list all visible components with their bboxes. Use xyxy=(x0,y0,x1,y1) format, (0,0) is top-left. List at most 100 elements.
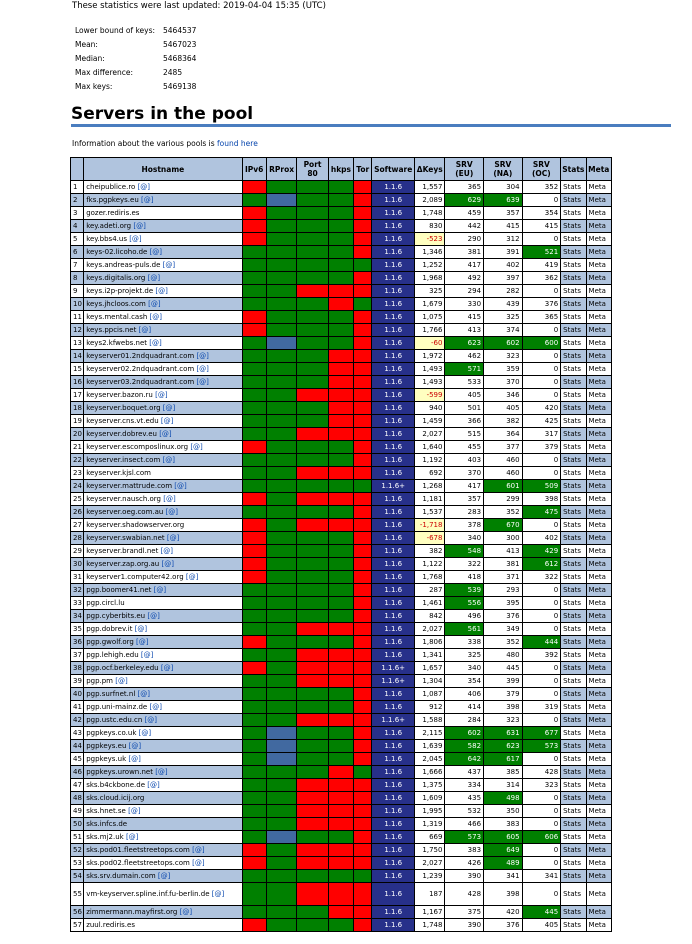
hostname-link[interactable]: keyserver.insect.com xyxy=(86,455,161,464)
stats-link[interactable]: Stats xyxy=(560,817,587,831)
hostname-link[interactable]: key.bbs4.us xyxy=(86,234,127,243)
hostname-link[interactable]: pgp.lehigh.edu xyxy=(86,650,139,659)
stats-link[interactable]: Stats xyxy=(560,310,587,324)
stats-link[interactable]: Stats xyxy=(560,206,587,220)
meta-link[interactable]: Meta xyxy=(585,401,613,415)
hostname-link[interactable]: sks.infcs.de xyxy=(86,819,128,828)
hostname-link[interactable]: pgpkeys.uk xyxy=(86,754,127,763)
stats-link[interactable]: Stats xyxy=(560,609,587,623)
stats-link[interactable]: Stats xyxy=(560,804,587,818)
hostname-link[interactable]: pgp.gwolf.org xyxy=(86,637,134,646)
meta-link[interactable]: Meta xyxy=(585,518,613,532)
meta-link[interactable]: Meta xyxy=(585,622,613,636)
hostname-link[interactable]: keyserver.escomposlinux.org xyxy=(86,442,189,451)
meta-link[interactable]: Meta xyxy=(585,232,613,246)
server-info-link[interactable]: [@] xyxy=(165,507,179,516)
meta-link[interactable]: Meta xyxy=(585,778,613,792)
server-info-link[interactable]: [@] xyxy=(149,702,162,711)
hostname-link[interactable]: keyserver.mattrude.com xyxy=(86,481,173,490)
hostname-link[interactable]: gozer.rediris.es xyxy=(86,208,140,217)
stats-link[interactable]: Stats xyxy=(560,193,587,207)
meta-link[interactable]: Meta xyxy=(585,687,613,701)
hostname-link[interactable]: cheipublice.ro xyxy=(86,182,136,191)
hostname-link[interactable]: sks.pod01.fleetstreetops.com xyxy=(86,845,190,854)
server-info-link[interactable]: [@] xyxy=(161,559,174,568)
server-info-link[interactable]: [@] xyxy=(159,429,172,438)
meta-link[interactable]: Meta xyxy=(585,648,613,662)
meta-link[interactable]: Meta xyxy=(585,635,613,649)
hostname-link[interactable]: keyserver.zap.org.au xyxy=(86,559,160,568)
stats-link[interactable]: Stats xyxy=(560,466,587,480)
server-info-link[interactable]: [@] xyxy=(147,780,160,789)
meta-link[interactable]: Meta xyxy=(585,596,613,610)
hostname-link[interactable]: sks.pod02.fleetstreetops.com xyxy=(86,858,190,867)
server-info-link[interactable]: [@] xyxy=(196,377,209,386)
hostname-link[interactable]: pgp.surfnet.nl xyxy=(86,689,136,698)
hostname-link[interactable]: vm-keyserver.spline.inf.fu-berlin.de xyxy=(86,889,210,898)
server-info-link[interactable]: [@] xyxy=(160,416,174,425)
server-info-link[interactable]: [@] xyxy=(153,585,167,594)
hostname-link[interactable]: key.adeti.org xyxy=(86,221,132,230)
stats-link[interactable]: Stats xyxy=(560,778,587,792)
hostname-link[interactable]: keys.digitalis.org xyxy=(86,273,146,282)
stats-link[interactable]: Stats xyxy=(560,726,587,740)
hostname-link[interactable]: sks.srv.dumain.com xyxy=(86,871,156,880)
server-info-link[interactable]: [@] xyxy=(162,260,176,269)
server-info-link[interactable]: [@] xyxy=(128,806,141,815)
hostname-link[interactable]: keyserver.oeg.com.au xyxy=(86,507,164,516)
hostname-link[interactable]: pgpkeys.co.uk xyxy=(86,728,137,737)
stats-link[interactable]: Stats xyxy=(560,622,587,636)
server-info-link[interactable]: [@] xyxy=(196,364,209,373)
meta-link[interactable]: Meta xyxy=(585,882,613,906)
meta-link[interactable]: Meta xyxy=(585,466,613,480)
server-info-link[interactable]: [@] xyxy=(138,728,152,737)
hostname-link[interactable]: keys.i2p-projekt.de xyxy=(86,286,154,295)
meta-link[interactable]: Meta xyxy=(585,609,613,623)
server-info-link[interactable]: [@] xyxy=(162,455,175,464)
hostname-link[interactable]: sks.b4ckbone.de xyxy=(86,780,146,789)
hostname-link[interactable]: pgp.ocf.berkeley.edu xyxy=(86,663,159,672)
meta-link[interactable]: Meta xyxy=(585,791,613,805)
meta-link[interactable]: Meta xyxy=(585,804,613,818)
hostname-link[interactable]: keyserver03.2ndquadrant.com xyxy=(86,377,195,386)
server-info-link[interactable]: [@] xyxy=(179,907,193,916)
meta-link[interactable]: Meta xyxy=(585,544,613,558)
stats-link[interactable]: Stats xyxy=(560,375,587,389)
meta-link[interactable]: Meta xyxy=(585,492,613,506)
meta-link[interactable]: Meta xyxy=(585,388,613,402)
stats-link[interactable]: Stats xyxy=(560,440,587,454)
meta-link[interactable]: Meta xyxy=(585,310,613,324)
meta-link[interactable]: Meta xyxy=(585,323,613,337)
hostname-link[interactable]: keys-02.licoho.de xyxy=(86,247,148,256)
hostname-link[interactable]: keyserver01.2ndquadrant.com xyxy=(86,351,195,360)
server-info-link[interactable]: [@] xyxy=(155,767,168,776)
meta-link[interactable]: Meta xyxy=(585,905,613,919)
meta-link[interactable]: Meta xyxy=(585,414,613,428)
meta-link[interactable]: Meta xyxy=(585,297,613,311)
server-info-link[interactable]: [@] xyxy=(196,351,209,360)
server-info-link[interactable]: [@] xyxy=(192,858,205,867)
stats-link[interactable]: Stats xyxy=(560,570,587,584)
meta-link[interactable]: Meta xyxy=(585,856,613,870)
hostname-link[interactable]: pgp.boomer41.net xyxy=(86,585,152,594)
stats-link[interactable]: Stats xyxy=(560,544,587,558)
server-info-link[interactable]: [@] xyxy=(129,234,142,243)
hostname-link[interactable]: keys.jhcloos.com xyxy=(86,299,146,308)
hostname-link[interactable]: keyserver.shadowserver.org xyxy=(86,520,185,529)
stats-link[interactable]: Stats xyxy=(560,674,587,688)
meta-link[interactable]: Meta xyxy=(585,843,613,857)
server-info-link[interactable]: [@] xyxy=(149,247,163,256)
server-info-link[interactable]: [@] xyxy=(141,195,154,204)
server-info-link[interactable]: [@] xyxy=(192,845,205,854)
stats-link[interactable]: Stats xyxy=(560,700,587,714)
server-info-link[interactable]: [@] xyxy=(211,889,225,898)
meta-link[interactable]: Meta xyxy=(585,219,613,233)
meta-link[interactable]: Meta xyxy=(585,206,613,220)
stats-link[interactable]: Stats xyxy=(560,453,587,467)
stats-link[interactable]: Stats xyxy=(560,557,587,571)
server-info-link[interactable]: [@] xyxy=(140,650,154,659)
hostname-link[interactable]: pgp.uni-mainz.de xyxy=(86,702,148,711)
meta-link[interactable]: Meta xyxy=(585,531,613,545)
stats-link[interactable]: Stats xyxy=(560,505,587,519)
server-info-link[interactable]: [@] xyxy=(149,312,163,321)
